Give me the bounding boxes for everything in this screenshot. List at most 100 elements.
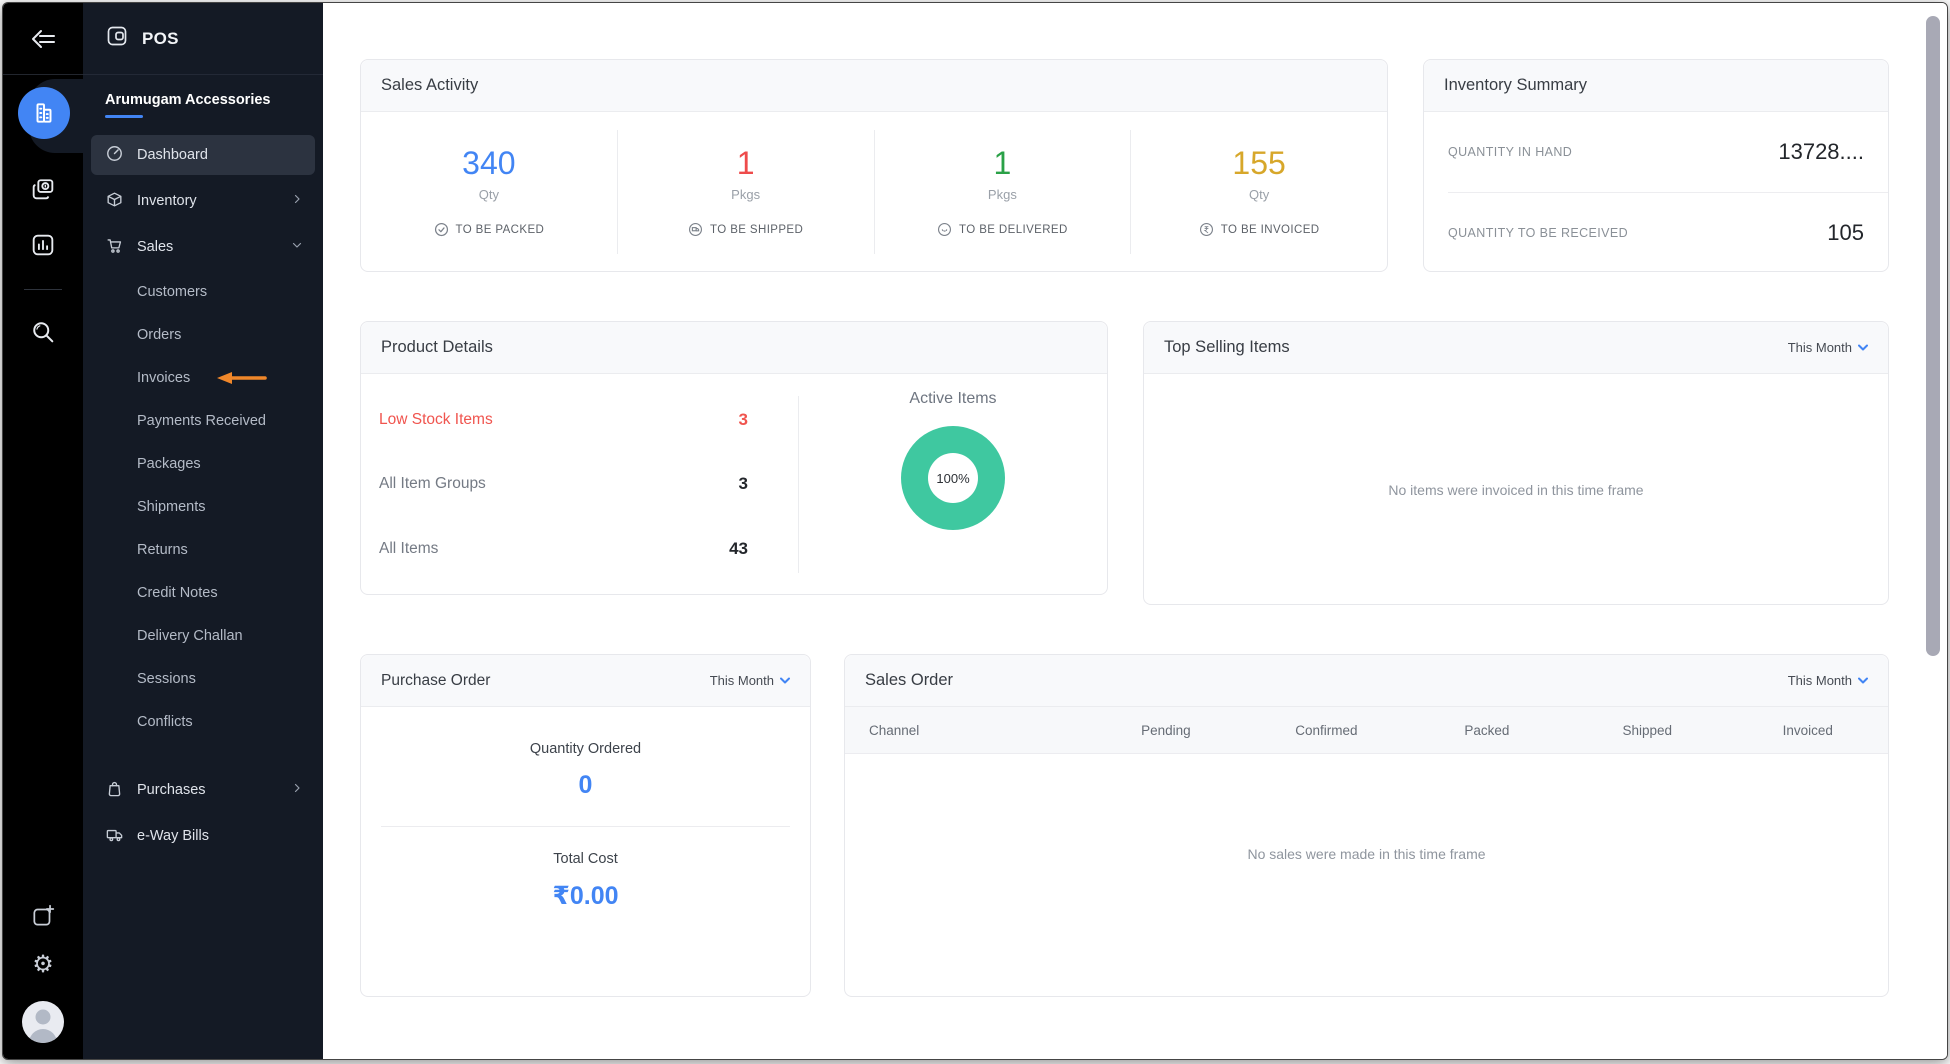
metric-status: TO BE PACKED — [456, 224, 545, 236]
sidebar-item-invoices[interactable]: Invoices — [91, 356, 315, 399]
person-silhouette-icon — [22, 1001, 64, 1043]
section-divider — [381, 826, 790, 827]
metric-unit: Qty — [1249, 187, 1269, 202]
quantity-ordered-value: 0 — [361, 771, 810, 800]
row-label: QUANTITY IN HAND — [1448, 145, 1572, 159]
organization-button[interactable] — [18, 87, 70, 139]
search-button[interactable] — [29, 318, 57, 346]
purchase-order-header: Purchase Order This Month — [361, 655, 810, 707]
column-header: Channel — [845, 723, 1086, 738]
chevron-down-icon — [780, 677, 790, 684]
card-title: Sales Order — [865, 671, 953, 690]
row-label: All Item Groups — [379, 475, 486, 493]
total-cost-label: Total Cost — [361, 851, 810, 867]
sidebar-item-sessions[interactable]: Sessions — [91, 657, 315, 700]
sidebar-item-label: Sales — [137, 239, 173, 255]
sidebar-item-label: Dashboard — [137, 147, 208, 163]
app-logo[interactable]: POS — [83, 3, 323, 75]
metric-value: 155 — [1232, 147, 1285, 179]
top-selling-empty-state: No items were invoiced in this time fram… — [1144, 374, 1888, 605]
shopping-cart-icon — [105, 236, 124, 259]
card-title: Top Selling Items — [1164, 338, 1290, 357]
sidebar-item-credit-notes[interactable]: Credit Notes — [91, 571, 315, 614]
purchase-order-period-dropdown[interactable]: This Month — [710, 673, 790, 688]
chevron-down-icon — [291, 239, 303, 255]
sales-activity-card: Sales Activity 340 Qty TO BE PACKED 1 Pk… — [360, 59, 1388, 272]
column-header: Packed — [1407, 723, 1567, 738]
sidebar-item-returns[interactable]: Returns — [91, 528, 315, 571]
store-building-icon — [31, 100, 57, 126]
active-org-tab — [3, 85, 83, 147]
invoices-pointer-arrow-icon — [214, 371, 268, 385]
inventory-box-icon — [105, 190, 124, 213]
metric-unit: Qty — [479, 187, 499, 202]
sidebar-item-packages[interactable]: Packages — [91, 442, 315, 485]
metric-to-be-delivered[interactable]: 1 Pkgs TO BE DELIVERED — [875, 112, 1131, 272]
metric-unit: Pkgs — [731, 187, 760, 202]
sidebar-item-label: Packages — [137, 456, 201, 472]
sidebar-item-dashboard[interactable]: Dashboard — [91, 135, 315, 175]
sales-order-card: Sales Order This Month Channel Pending C… — [844, 654, 1889, 997]
inventory-summary-card: Inventory Summary QUANTITY IN HAND 13728… — [1423, 59, 1889, 272]
purchase-order-card: Purchase Order This Month Quantity Order… — [360, 654, 811, 997]
chart-title: Active Items — [909, 390, 996, 408]
sidebar-item-delivery-challan[interactable]: Delivery Challan — [91, 614, 315, 657]
chevron-right-icon — [291, 782, 303, 798]
quantity-in-hand-row: QUANTITY IN HAND 13728.... — [1424, 112, 1888, 192]
truck-icon — [105, 825, 124, 848]
purchase-order-body: Quantity Ordered 0 Total Cost ₹0.00 — [361, 707, 810, 911]
inventory-summary-header: Inventory Summary — [1424, 60, 1888, 112]
row-value: 105 — [1827, 220, 1864, 246]
sidebar-item-customers[interactable]: Customers — [91, 270, 315, 313]
all-item-groups-row[interactable]: All Item Groups 3 — [379, 474, 748, 494]
settings-button[interactable]: ⚙ — [32, 953, 54, 977]
column-header: Pending — [1086, 723, 1246, 738]
sidebar-item-eway-bills[interactable]: e-Way Bills — [91, 813, 315, 859]
vertical-scrollbar[interactable] — [1926, 16, 1940, 656]
sidebar-item-orders[interactable]: Orders — [91, 313, 315, 356]
sidebar-item-inventory[interactable]: Inventory — [91, 178, 315, 224]
quick-create-button[interactable] — [30, 903, 56, 929]
sidebar-item-label: Inventory — [137, 193, 197, 209]
bar-chart-icon — [29, 231, 57, 259]
user-avatar[interactable] — [22, 1001, 64, 1043]
quantity-to-be-received-row: QUANTITY TO BE RECEIVED 105 — [1424, 193, 1888, 273]
product-details-card: Product Details Low Stock Items 3 All It… — [360, 321, 1108, 595]
top-selling-period-dropdown[interactable]: This Month — [1788, 340, 1868, 355]
product-details-list: Low Stock Items 3 All Item Groups 3 All … — [361, 374, 798, 595]
top-selling-header: Top Selling Items This Month — [1144, 322, 1888, 374]
donut-center-label: 100% — [936, 471, 969, 486]
sidebar-item-label: Invoices — [137, 370, 190, 386]
row-value: 13728.... — [1778, 139, 1864, 165]
rupee-circle-icon — [1199, 222, 1214, 237]
shopping-bag-icon — [105, 779, 124, 802]
sidebar-item-purchases[interactable]: Purchases — [91, 767, 315, 813]
check-circle-icon — [434, 222, 449, 237]
low-stock-items-row[interactable]: Low Stock Items 3 — [379, 410, 748, 430]
metric-status: TO BE SHIPPED — [710, 224, 803, 236]
metric-to-be-shipped[interactable]: 1 Pkgs TO BE SHIPPED — [618, 112, 874, 272]
sidebar-item-payments-received[interactable]: Payments Received — [91, 399, 315, 442]
metric-status: TO BE INVOICED — [1221, 224, 1320, 236]
app-name: POS — [142, 29, 179, 49]
metric-unit: Pkgs — [988, 187, 1017, 202]
sales-order-period-dropdown[interactable]: This Month — [1788, 673, 1868, 688]
payments-rail-button[interactable] — [29, 175, 57, 203]
search-icon — [29, 318, 57, 346]
smile-circle-icon — [937, 222, 952, 237]
collapse-arrow-icon — [28, 28, 58, 50]
sidebar-item-conflicts[interactable]: Conflicts — [91, 700, 315, 743]
row-label: All Items — [379, 540, 438, 558]
dashboard-gauge-icon — [105, 144, 124, 167]
all-items-row[interactable]: All Items 43 — [379, 539, 748, 559]
compose-plus-icon — [30, 903, 56, 929]
reports-rail-button[interactable] — [29, 231, 57, 259]
metric-to-be-packed[interactable]: 340 Qty TO BE PACKED — [361, 112, 617, 272]
truck-circle-icon — [688, 222, 703, 237]
chevron-down-icon — [1858, 677, 1868, 684]
metric-to-be-invoiced[interactable]: 155 Qty TO BE INVOICED — [1131, 112, 1387, 272]
sidebar-item-shipments[interactable]: Shipments — [91, 485, 315, 528]
collapse-sidebar-button[interactable] — [3, 3, 83, 75]
metric-value: 1 — [993, 147, 1011, 179]
sidebar-item-sales[interactable]: Sales — [91, 224, 315, 270]
